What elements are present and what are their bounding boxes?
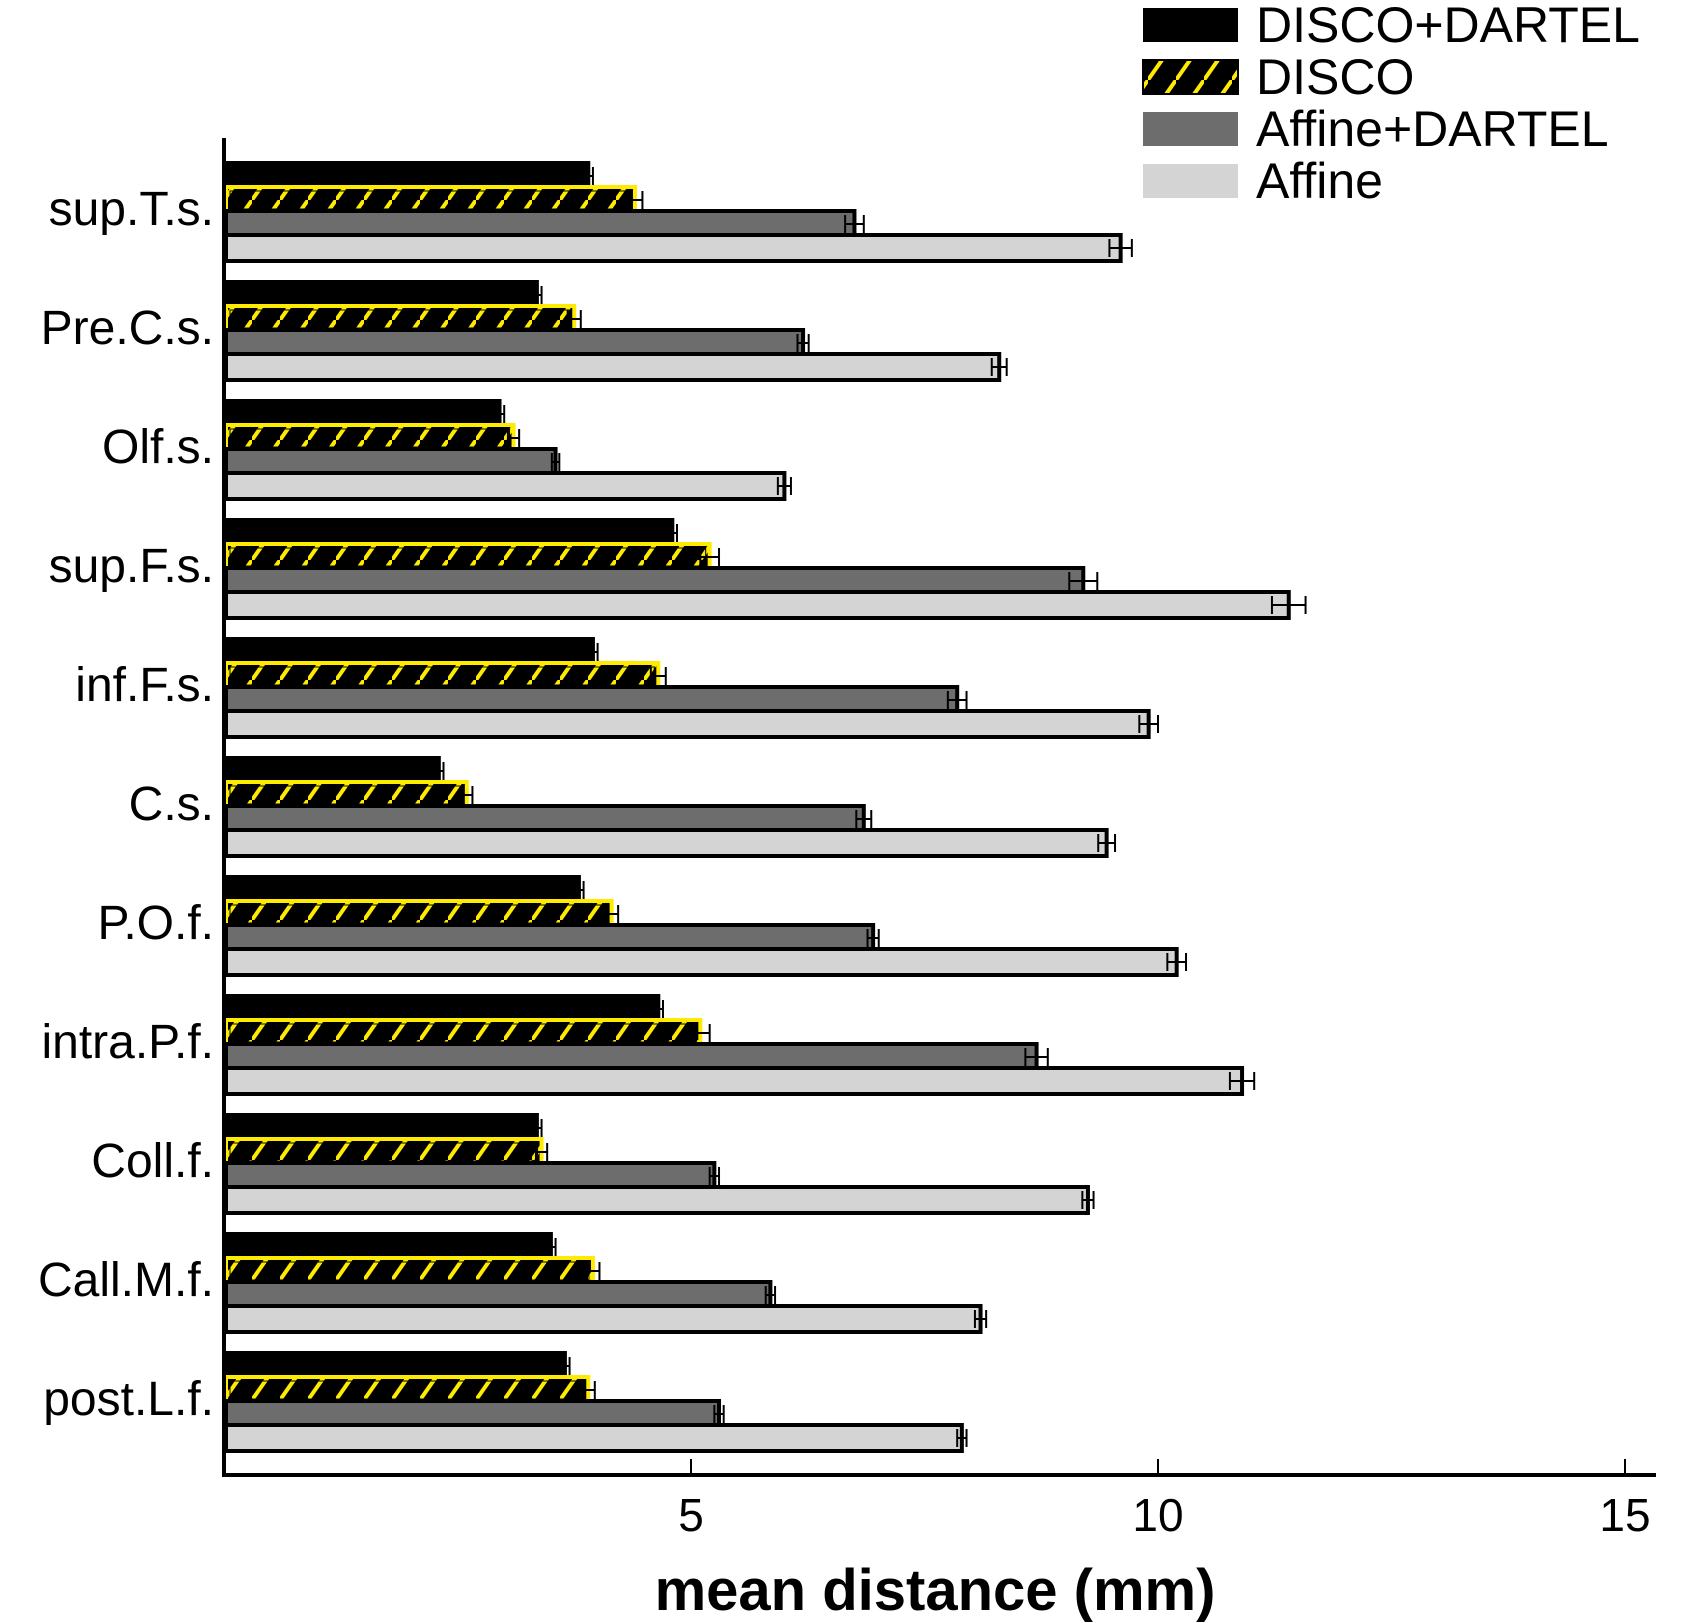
error-bar bbox=[433, 762, 445, 780]
bar bbox=[224, 1423, 964, 1453]
bar bbox=[224, 828, 1109, 858]
legend-swatch bbox=[1143, 164, 1238, 198]
category-label: Olf.s. bbox=[102, 421, 214, 474]
error-bar bbox=[493, 405, 506, 423]
error-bar bbox=[1228, 1072, 1256, 1090]
error-bar bbox=[1068, 572, 1099, 590]
x-ticks: 5 10 15 bbox=[678, 1459, 1651, 1541]
error-bar bbox=[652, 1000, 664, 1018]
bar bbox=[224, 1304, 983, 1334]
error-bar bbox=[1270, 596, 1307, 614]
error-bar bbox=[626, 191, 644, 209]
category-label: P.O.f. bbox=[97, 897, 214, 950]
error-bar bbox=[559, 1357, 571, 1375]
x-tick-label: 15 bbox=[1599, 1489, 1650, 1541]
error-bar bbox=[587, 643, 599, 661]
error-bar bbox=[956, 1429, 968, 1447]
error-bar bbox=[866, 929, 880, 947]
error-bar bbox=[580, 1381, 596, 1399]
bar bbox=[224, 709, 1151, 739]
x-axis-title: mean distance (mm) bbox=[655, 1558, 1216, 1623]
error-bar bbox=[531, 286, 543, 304]
legend-swatch bbox=[1143, 8, 1238, 42]
category-label: inf.F.s. bbox=[75, 659, 214, 712]
error-bar bbox=[708, 1167, 721, 1185]
bar bbox=[224, 947, 1179, 977]
category-labels: sup.T.s. Pre.C.s. Olf.s. sup.F.s. inf.F.s. C.… bbox=[38, 183, 214, 1426]
x-tick-label: 5 bbox=[678, 1489, 704, 1541]
category-label: intra.P.f. bbox=[41, 1016, 214, 1069]
error-bar bbox=[1097, 834, 1117, 852]
legend-label: Affine bbox=[1256, 153, 1383, 209]
error-bar bbox=[1024, 1048, 1049, 1066]
axes bbox=[222, 138, 1656, 1477]
error-bar bbox=[604, 905, 620, 923]
error-bar bbox=[582, 167, 594, 185]
bar bbox=[224, 804, 866, 834]
error-bar bbox=[990, 358, 1008, 376]
legend-label: Affine+DARTEL bbox=[1256, 101, 1609, 157]
error-bar bbox=[566, 310, 582, 328]
error-bar bbox=[573, 881, 585, 899]
error-bar bbox=[585, 1262, 601, 1280]
bar bbox=[224, 471, 787, 501]
category-label: sup.T.s. bbox=[49, 183, 214, 236]
category-label: Call.M.f. bbox=[38, 1254, 214, 1307]
error-bar bbox=[713, 1405, 725, 1423]
category-label: post.L.f. bbox=[43, 1373, 214, 1426]
error-bar bbox=[666, 524, 678, 542]
error-bar bbox=[796, 334, 810, 352]
bar bbox=[224, 352, 1002, 382]
bar bbox=[224, 1161, 717, 1191]
bar bbox=[224, 590, 1291, 620]
bar-group bbox=[224, 161, 1307, 1453]
bar bbox=[224, 1066, 1245, 1096]
legend-swatch bbox=[1142, 59, 1239, 95]
error-bar bbox=[946, 691, 968, 709]
error-bar bbox=[649, 667, 667, 685]
error-bar bbox=[764, 1286, 777, 1304]
x-tick-label: 10 bbox=[1132, 1489, 1183, 1541]
error-bar bbox=[534, 1143, 549, 1161]
error-bar bbox=[690, 1024, 711, 1042]
error-bar bbox=[1081, 1191, 1095, 1209]
legend-label: DISCO+DARTEL bbox=[1256, 0, 1640, 53]
category-label: C.s. bbox=[129, 778, 214, 831]
error-bar bbox=[855, 810, 873, 828]
error-bar bbox=[973, 1310, 988, 1328]
error-bar bbox=[1138, 715, 1159, 733]
category-label: Coll.f. bbox=[91, 1135, 214, 1188]
bar bbox=[224, 1185, 1090, 1215]
error-bar bbox=[844, 215, 865, 233]
error-bar bbox=[550, 453, 561, 471]
legend-label: DISCO bbox=[1256, 49, 1414, 105]
legend-swatch bbox=[1143, 112, 1238, 146]
category-label: sup.F.s. bbox=[49, 540, 214, 593]
error-bar bbox=[776, 477, 792, 495]
error-bar bbox=[545, 1238, 557, 1256]
error-bar bbox=[699, 548, 721, 566]
error-bar bbox=[1108, 239, 1133, 257]
error-bar bbox=[506, 429, 521, 447]
error-bar bbox=[460, 786, 474, 804]
category-label: Pre.C.s. bbox=[41, 302, 214, 355]
error-bar bbox=[531, 1119, 543, 1137]
bar bbox=[224, 233, 1123, 263]
error-bar bbox=[1166, 953, 1188, 971]
